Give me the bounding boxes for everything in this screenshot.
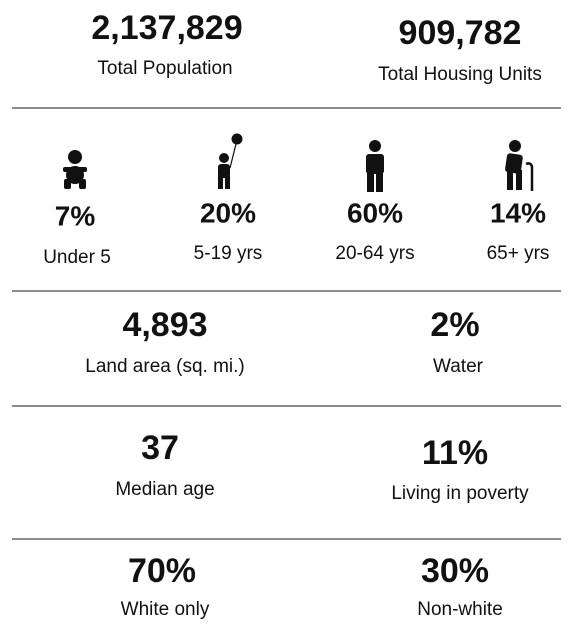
stat-label: White only — [121, 599, 210, 620]
stat-label: 20-64 yrs — [335, 243, 414, 264]
stat-label: Total Population — [97, 58, 232, 79]
adult-icon — [366, 140, 384, 192]
stat-value: 20% — [200, 197, 256, 228]
stat-value: 4,893 — [122, 306, 207, 344]
stat-value: 60% — [347, 197, 403, 228]
stat-value: 7% — [55, 200, 96, 231]
stat-label: Living in poverty — [391, 483, 529, 504]
elder-icon — [505, 140, 534, 191]
stat-value: 909,782 — [399, 14, 522, 52]
stat-value: 2% — [430, 306, 479, 344]
stat-value: 14% — [490, 197, 546, 228]
stat-label: Median age — [115, 479, 214, 500]
stat-value: 2,137,829 — [91, 9, 242, 47]
stat-label: Non-white — [417, 599, 503, 620]
child-icon — [218, 133, 243, 189]
stat-value: 70% — [128, 552, 196, 590]
stat-label: 5-19 yrs — [194, 243, 263, 264]
stat-value: 30% — [421, 552, 489, 590]
stat-label: 65+ yrs — [487, 243, 550, 264]
stat-value: 11% — [422, 434, 488, 472]
stat-label: Under 5 — [43, 247, 111, 268]
stat-label: Land area (sq. mi.) — [85, 356, 244, 377]
stat-label: Water — [433, 356, 484, 377]
baby-icon — [63, 150, 87, 189]
stat-value: 37 — [141, 429, 179, 467]
stat-label: Total Housing Units — [378, 64, 542, 85]
